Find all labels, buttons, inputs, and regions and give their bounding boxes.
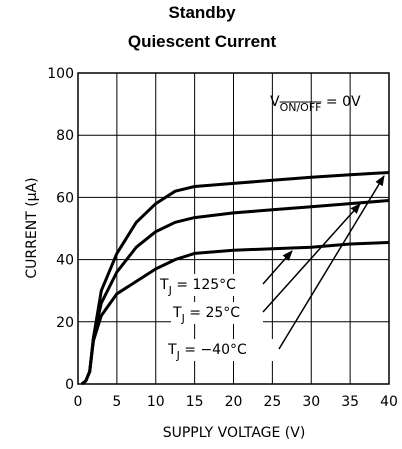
y-axis-label: CURRENT (µA) [24, 177, 40, 278]
y-tick-label: 100 [47, 66, 74, 82]
y-tick-label: 40 [56, 253, 74, 269]
y-tick-label: 0 [65, 377, 74, 393]
x-tick-label: 40 [380, 394, 398, 410]
annotation-main: T [172, 305, 182, 321]
annotation-rest: = 25°C [185, 305, 240, 321]
x-tick-label: 15 [186, 394, 204, 410]
leader [262, 250, 293, 285]
annotation-rest: = 125°C [172, 277, 236, 293]
annotation-bg [171, 302, 263, 324]
annotation-sub: J [181, 312, 185, 325]
condition-label: VON/OFF = 0V [270, 94, 361, 114]
y-tick-label: 80 [56, 128, 74, 144]
x-axis-label: SUPPLY VOLTAGE (V) [163, 425, 306, 441]
annotation: TJ = 25°C [172, 305, 240, 325]
condition-label-main: V [270, 94, 280, 110]
x-tick-label: 0 [74, 394, 83, 410]
annotation: TJ = −40°C [167, 342, 247, 362]
annotation-sub: J [176, 349, 180, 362]
chart-title: Standby [168, 3, 236, 22]
annotation-rest: = −40°C [180, 342, 247, 358]
x-tick-label: 25 [263, 394, 281, 410]
y-tick-label: 20 [56, 315, 74, 331]
x-tick-label: 20 [225, 394, 243, 410]
plot-frame [77, 72, 390, 385]
x-tick-label: 35 [341, 394, 359, 410]
annotation: TJ = 125°C [159, 277, 236, 297]
annotation-sub: J [168, 284, 172, 297]
x-tick-label: 30 [302, 394, 320, 410]
leader [262, 203, 361, 313]
condition-label-rest: = 0V [321, 94, 361, 110]
condition-label-sub: ON/OFF [280, 101, 322, 114]
y-tick-label: 60 [56, 190, 74, 206]
annotation-bg [158, 274, 263, 296]
annotation-bg [166, 339, 279, 361]
annotation-main: T [159, 277, 169, 293]
annotation-main: T [167, 342, 177, 358]
line [80, 241, 390, 386]
leader [278, 175, 385, 350]
x-tick-label: 10 [147, 394, 165, 410]
chart-title: Quiescent Current [128, 32, 277, 51]
x-tick-label: 5 [112, 394, 121, 410]
